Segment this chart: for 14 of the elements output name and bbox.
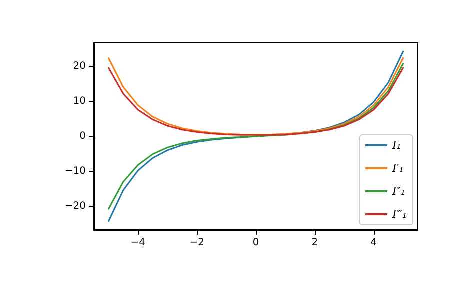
y-tick-label: 10 [73, 96, 86, 108]
x-tick-label: −2 [190, 238, 204, 248]
x-tick-label: 4 [370, 238, 378, 248]
legend-label: I₁ [392, 139, 402, 152]
legend-label: I′₁ [392, 162, 404, 175]
y-tick-label: 20 [73, 61, 86, 72]
x-tick-label: 2 [312, 238, 318, 248]
x-tick-label: −4 [130, 238, 146, 248]
y-tick-label: −20 [64, 200, 86, 212]
legend-label: I″₁ [392, 185, 406, 198]
y-tick-label: −10 [64, 166, 86, 177]
y-tick-label: 0 [80, 131, 86, 142]
x-tick-label: 0 [252, 238, 260, 248]
legend-label: I‴₁ [392, 208, 408, 221]
